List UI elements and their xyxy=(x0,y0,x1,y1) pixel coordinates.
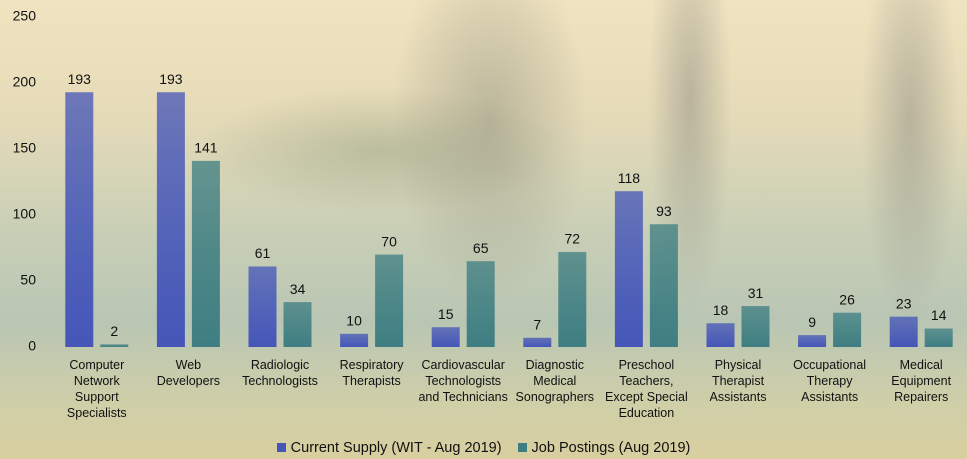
value-label: 61 xyxy=(255,245,271,261)
x-tick-label: Diagnostic Medical Sonographers xyxy=(509,357,601,405)
bar xyxy=(375,255,403,347)
value-label: 15 xyxy=(438,306,454,322)
bar xyxy=(340,334,368,347)
y-tick-label: 0 xyxy=(28,338,36,354)
x-tick-label: Cardiovascular Technologists and Technic… xyxy=(417,357,509,405)
x-tick-label: Medical Equipment Repairers xyxy=(875,357,967,405)
legend-item: Job Postings (Aug 2019) xyxy=(518,440,691,456)
value-label: 141 xyxy=(194,140,218,156)
bar xyxy=(558,252,586,347)
y-tick-label: 200 xyxy=(13,74,37,90)
legend-swatch xyxy=(277,443,286,452)
bar xyxy=(157,92,185,347)
value-label: 34 xyxy=(290,281,306,297)
bar xyxy=(707,323,735,347)
x-tick-label: Radiologic Technologists xyxy=(234,357,326,389)
y-tick-label: 100 xyxy=(13,206,37,222)
bar xyxy=(192,161,220,347)
value-label: 2 xyxy=(110,323,118,339)
x-tick-label: Computer Network Support Specialists xyxy=(51,357,143,421)
bar xyxy=(432,327,460,347)
x-tick-label: Web Developers xyxy=(142,357,234,389)
bar xyxy=(523,338,551,347)
bar xyxy=(249,266,277,347)
value-label: 72 xyxy=(565,231,581,247)
value-label: 18 xyxy=(713,302,729,318)
bar xyxy=(467,261,495,347)
bar xyxy=(742,306,770,347)
value-label: 70 xyxy=(381,233,397,249)
legend: Current Supply (WIT - Aug 2019) Job Posti… xyxy=(0,440,967,456)
bar xyxy=(890,317,918,347)
legend-item: Current Supply (WIT - Aug 2019) xyxy=(277,440,502,456)
chart: 0 50 100 150 200 250 193 2 193 141 61 34 10 70 15 65 7 72… xyxy=(0,0,967,459)
x-tick-label: Physical Therapist Assistants xyxy=(692,357,784,405)
bar xyxy=(284,302,312,347)
bar xyxy=(615,191,643,347)
x-tick-label: Preschool Teachers, Except Special Educa… xyxy=(600,357,692,421)
y-tick-label: 250 xyxy=(13,8,37,24)
value-label: 31 xyxy=(748,285,764,301)
value-label: 14 xyxy=(931,307,947,323)
value-label: 26 xyxy=(839,291,855,307)
value-label: 193 xyxy=(159,71,183,87)
value-label: 193 xyxy=(68,71,92,87)
y-tick-label: 150 xyxy=(13,140,37,156)
bar xyxy=(650,224,678,347)
bar xyxy=(65,92,93,347)
x-tick-label: Respiratory Therapists xyxy=(326,357,418,389)
y-tick-label: 50 xyxy=(20,272,36,288)
value-label: 9 xyxy=(808,314,816,330)
bar xyxy=(100,344,128,347)
legend-label: Job Postings (Aug 2019) xyxy=(532,440,691,456)
value-label: 93 xyxy=(656,203,672,219)
bar xyxy=(925,329,953,347)
value-label: 65 xyxy=(473,240,489,256)
bar xyxy=(798,335,826,347)
legend-swatch xyxy=(518,443,527,452)
x-tick-label: Occupational Therapy Assistants xyxy=(784,357,876,405)
value-label: 7 xyxy=(533,316,541,332)
value-label: 10 xyxy=(346,313,362,329)
value-label: 118 xyxy=(618,170,641,186)
value-label: 23 xyxy=(896,295,912,311)
bar xyxy=(833,313,861,347)
legend-label: Current Supply (WIT - Aug 2019) xyxy=(291,440,502,456)
